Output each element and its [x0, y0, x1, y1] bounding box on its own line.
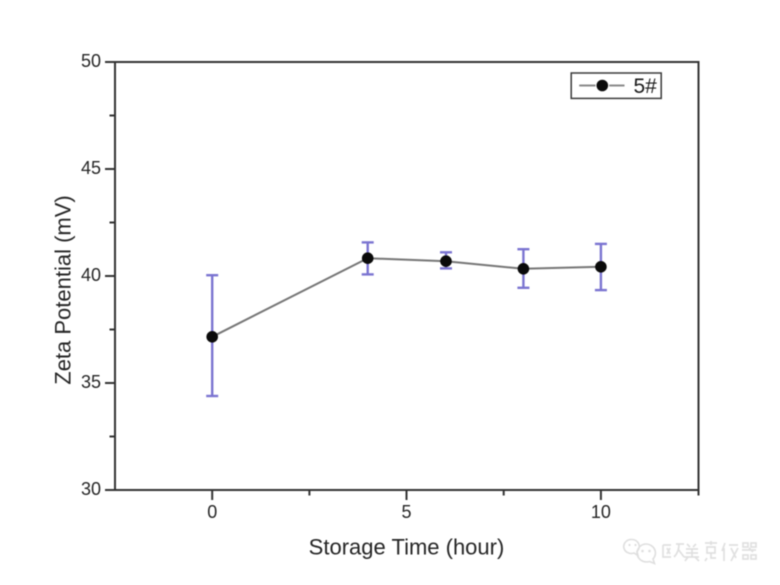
svg-text:5: 5	[401, 502, 411, 522]
svg-text:30: 30	[81, 479, 101, 499]
svg-text:0: 0	[207, 502, 217, 522]
svg-text:Zeta Potential (mV): Zeta Potential (mV)	[51, 195, 76, 385]
svg-text:35: 35	[81, 372, 101, 392]
svg-text:Storage Time (hour): Storage Time (hour)	[309, 535, 505, 560]
svg-text:45: 45	[81, 158, 101, 178]
svg-text:5#: 5#	[634, 75, 658, 98]
svg-text:50: 50	[81, 51, 101, 71]
svg-text:10: 10	[591, 502, 611, 522]
svg-text:40: 40	[81, 265, 101, 285]
